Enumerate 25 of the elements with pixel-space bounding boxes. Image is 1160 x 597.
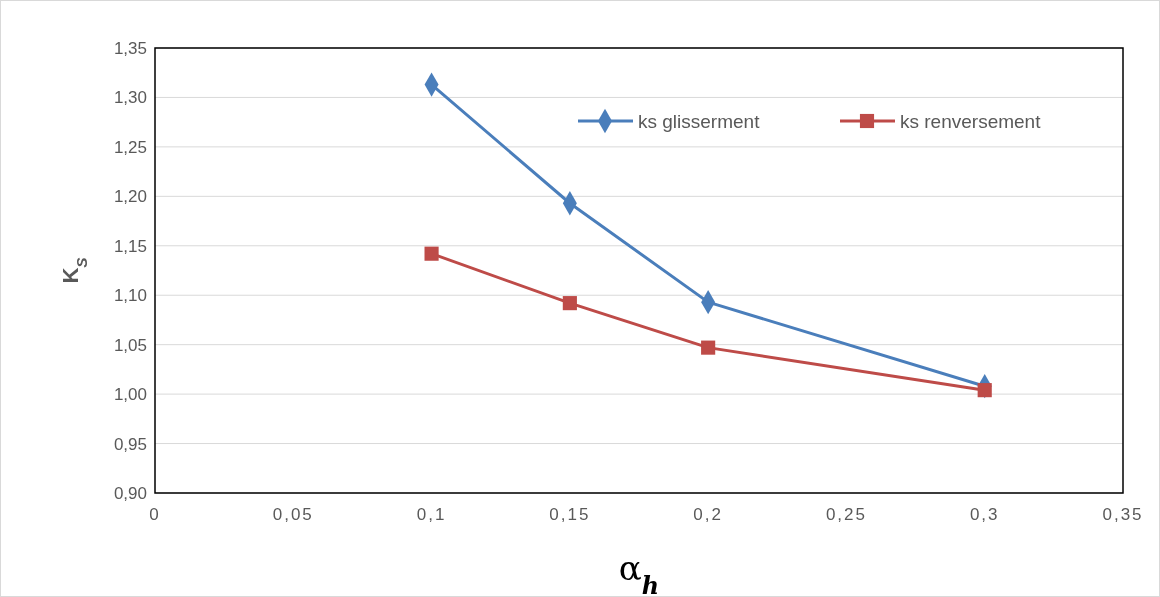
y-tick-label: 1,05 (113, 335, 147, 355)
y-tick-label: 1,25 (113, 137, 147, 157)
x-axis-title: α$_{h}$ (618, 548, 660, 597)
point (562, 296, 577, 311)
x-tick-label: 0,15 (549, 505, 591, 524)
x-tick-label: 0,2 (693, 505, 723, 524)
legend-label: ks renversement (900, 110, 1042, 132)
x-tick-label: 0,05 (272, 505, 314, 524)
y-tick-label: 1,00 (113, 385, 147, 405)
y-tick-label: 1,10 (113, 286, 147, 306)
x-tick-label: 0,3 (969, 505, 1000, 524)
y-tick-label: 1,35 (113, 38, 147, 58)
legend-label: ks glisserment (638, 110, 761, 132)
point (424, 246, 439, 261)
y-tick-label: 1,15 (113, 236, 147, 256)
x-tick-label: 0 (149, 505, 161, 524)
y-tick-label: 1,30 (113, 88, 147, 108)
y-tick-label: 0,90 (113, 483, 147, 503)
point (701, 340, 716, 355)
y-tick-label: 0,95 (113, 434, 147, 454)
x-tick-label: 0,25 (825, 505, 867, 524)
x-tick-label: 0,35 (1102, 505, 1144, 524)
point (977, 383, 992, 398)
x-tick-label: 0,1 (416, 505, 447, 524)
y-tick-label: 1,20 (113, 187, 147, 207)
